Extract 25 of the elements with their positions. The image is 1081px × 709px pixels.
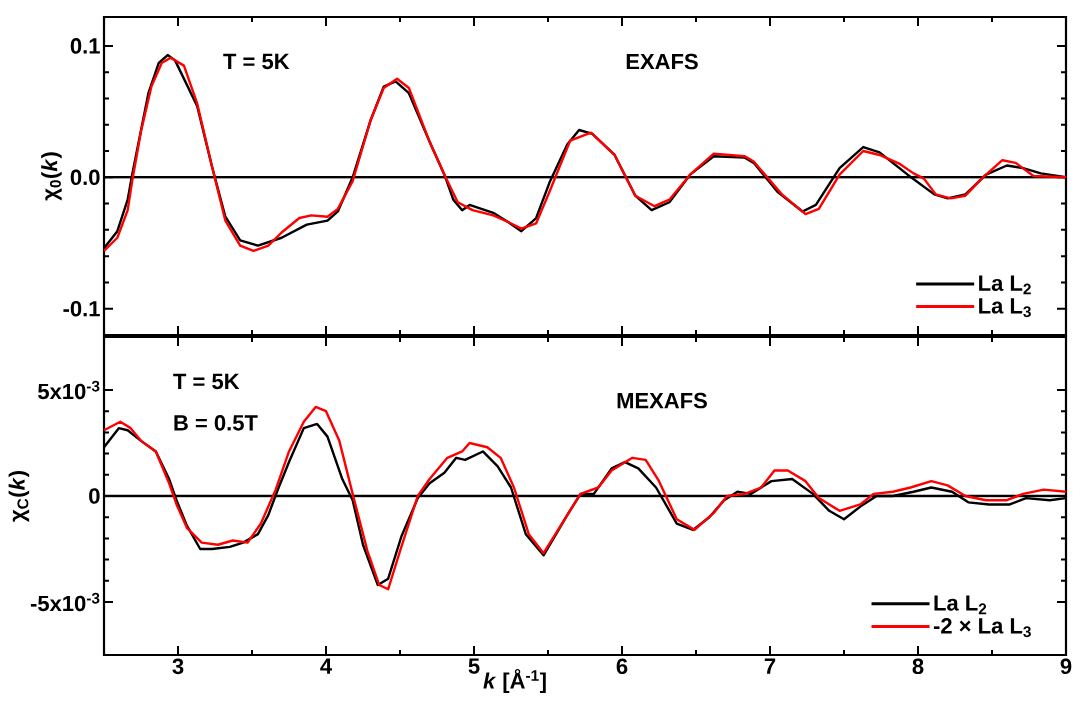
annotation: T = 5K [223, 53, 290, 70]
legend-label: -2 × La L$_{3}$ [933, 618, 1031, 638]
x-tick-label: 3 [172, 658, 184, 675]
legend-label: La L$_{2}$ [979, 275, 1031, 295]
annotation: B = 0.5T [174, 415, 258, 431]
annotation: T = 5K [173, 373, 240, 390]
x-axis-title: k [Å$^{-1}$] [483, 668, 546, 693]
y-tick-label: -5x10$^{-3}$ [30, 592, 100, 612]
y-axis-title: χ$_{0}$(k) [41, 152, 62, 201]
x-tick-label: 8 [912, 658, 924, 675]
y-tick-label: 0.0 [70, 169, 100, 186]
legend-label: La L$_{3}$ [979, 298, 1031, 318]
y-tick-label: 5x10$^{-3}$ [38, 380, 100, 400]
y-tick-label: -0.1 [63, 300, 100, 317]
x-tick-label: 5 [468, 658, 480, 674]
x-tick-label: 4 [320, 658, 333, 674]
y-tick-label: 0 [89, 488, 100, 504]
y-axis-title: χ$_{C}$(k) [8, 471, 30, 522]
x-tick-label: 6 [616, 658, 628, 675]
x-tick-label: 7 [764, 658, 776, 674]
legend-label: La L$_{2}$ [934, 595, 987, 615]
y-tick-label: 0.1 [70, 38, 100, 54]
annotation: MEXAFS [617, 392, 707, 409]
x-tick-label: 9 [1060, 658, 1072, 675]
annotation: EXAFS [626, 53, 698, 70]
